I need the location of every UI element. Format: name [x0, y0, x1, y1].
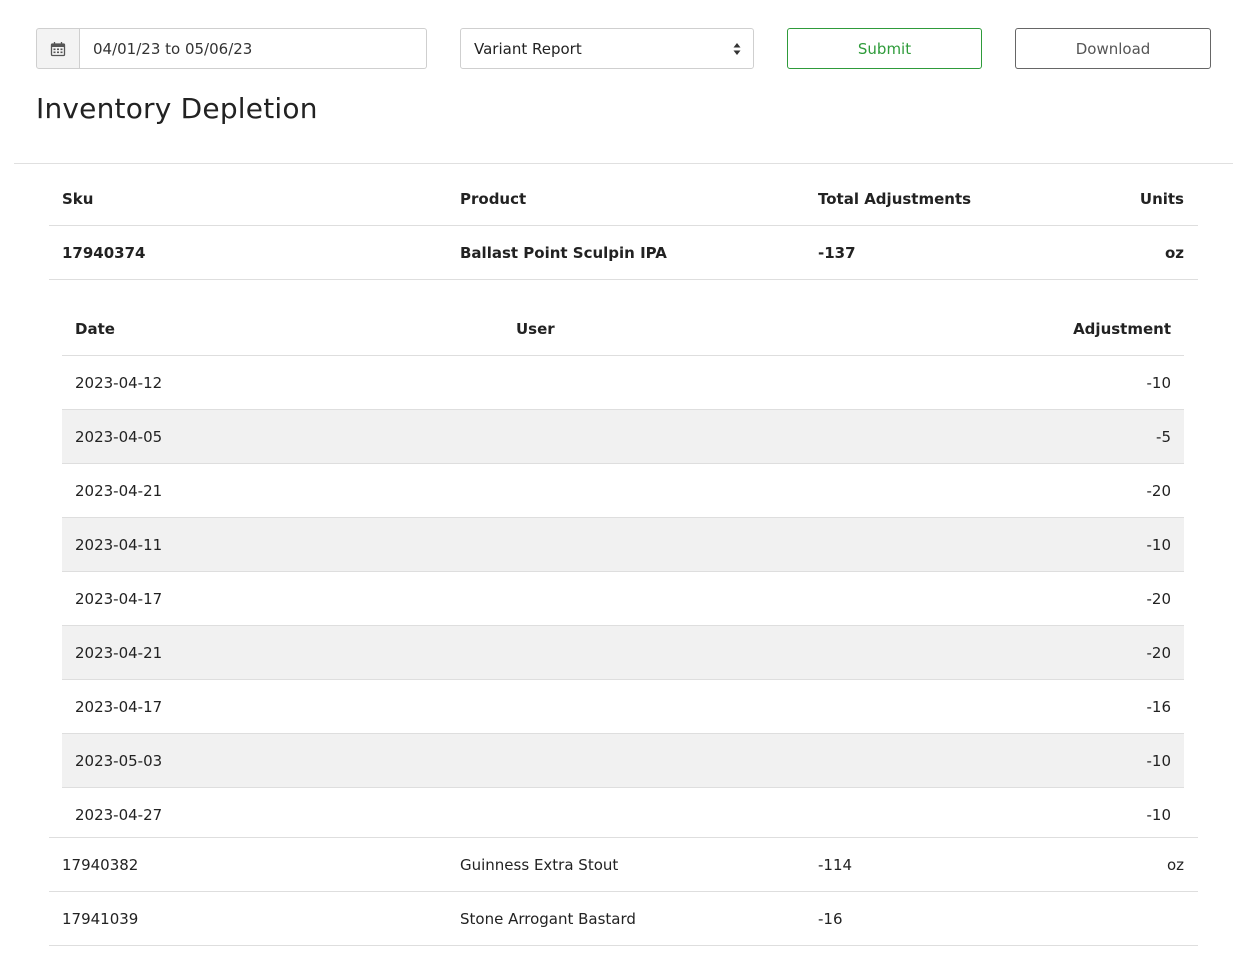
detail-header-date: Date — [75, 320, 115, 338]
section-divider — [14, 163, 1233, 164]
table-row[interactable]: 17941039 Stone Arrogant Bastard -16 — [49, 892, 1198, 946]
detail-date: 2023-04-05 — [75, 428, 163, 446]
detail-date: 2023-04-27 — [75, 806, 163, 824]
detail-adjustment: -20 — [1146, 590, 1172, 608]
row-total-adjustments: -114 — [818, 856, 853, 874]
detail-adjustment: -20 — [1146, 644, 1172, 662]
detail-adjustment: -16 — [1146, 698, 1172, 716]
adjustment-detail-table[interactable]: Date User Adjustment 2023-04-12 -10 2023… — [62, 302, 1184, 824]
row-product: Ballast Point Sculpin IPA — [460, 244, 667, 262]
row-total-adjustments: -16 — [818, 910, 843, 928]
date-range-picker[interactable] — [36, 28, 427, 69]
detail-row: 2023-04-17 -20 — [62, 572, 1184, 626]
row-units: oz — [1166, 856, 1184, 874]
detail-row: 2023-05-03 -10 — [62, 734, 1184, 788]
detail-row: 2023-04-05 -5 — [62, 410, 1184, 464]
detail-date: 2023-04-17 — [75, 590, 163, 608]
detail-adjustment: -10 — [1146, 806, 1172, 824]
row-product: Guinness Extra Stout — [460, 856, 619, 874]
row-sku: 17941039 — [62, 910, 139, 928]
detail-row: 2023-04-12 -10 — [62, 356, 1184, 410]
detail-date: 2023-04-12 — [75, 374, 163, 392]
table-row[interactable]: 17940382 Guinness Extra Stout -114 oz — [49, 838, 1198, 892]
header-sku[interactable]: Sku — [62, 190, 94, 208]
row-total-adjustments: -137 — [818, 244, 856, 262]
calendar-icon[interactable] — [36, 28, 80, 69]
detail-row: 2023-04-27 -10 — [62, 788, 1184, 824]
detail-date: 2023-04-17 — [75, 698, 163, 716]
row-sku: 17940374 — [62, 244, 146, 262]
table-header-row: Sku Product Total Adjustments Units — [49, 172, 1198, 226]
detail-row: 2023-04-17 -16 — [62, 680, 1184, 734]
report-type-select[interactable]: Variant Report — [460, 28, 754, 69]
inventory-table: Sku Product Total Adjustments Units 1794… — [49, 172, 1198, 946]
detail-row: 2023-04-11 -10 — [62, 518, 1184, 572]
page-title: Inventory Depletion — [36, 92, 318, 125]
detail-date: 2023-05-03 — [75, 752, 163, 770]
detail-adjustment: -10 — [1146, 752, 1172, 770]
date-range-input[interactable] — [80, 28, 427, 69]
submit-button[interactable]: Submit — [787, 28, 982, 69]
detail-header-row: Date User Adjustment — [62, 302, 1184, 356]
adjustment-detail-panel: Date User Adjustment 2023-04-12 -10 2023… — [49, 280, 1198, 838]
header-total-adjustments[interactable]: Total Adjustments — [818, 190, 972, 208]
detail-adjustment: -10 — [1146, 374, 1172, 392]
detail-row: 2023-04-21 -20 — [62, 626, 1184, 680]
header-product[interactable]: Product — [460, 190, 527, 208]
detail-date: 2023-04-11 — [75, 536, 163, 554]
header-units[interactable]: Units — [1139, 190, 1184, 208]
report-toolbar: Variant Report Submit Download — [36, 28, 1211, 69]
row-sku: 17940382 — [62, 856, 139, 874]
detail-adjustment: -5 — [1156, 428, 1171, 446]
row-product: Stone Arrogant Bastard — [460, 910, 636, 928]
sort-caret-icon — [733, 43, 741, 55]
detail-adjustment: -10 — [1146, 536, 1172, 554]
detail-header-user: User — [516, 320, 555, 338]
detail-adjustment: -20 — [1146, 482, 1172, 500]
detail-date: 2023-04-21 — [75, 644, 163, 662]
table-row-expanded[interactable]: 17940374 Ballast Point Sculpin IPA -137 … — [49, 226, 1198, 280]
row-units: oz — [1164, 244, 1184, 262]
detail-date: 2023-04-21 — [75, 482, 163, 500]
report-type-value: Variant Report — [474, 39, 582, 58]
detail-header-adjustment: Adjustment — [1073, 320, 1171, 338]
detail-row: 2023-04-21 -20 — [62, 464, 1184, 518]
download-button[interactable]: Download — [1015, 28, 1211, 69]
